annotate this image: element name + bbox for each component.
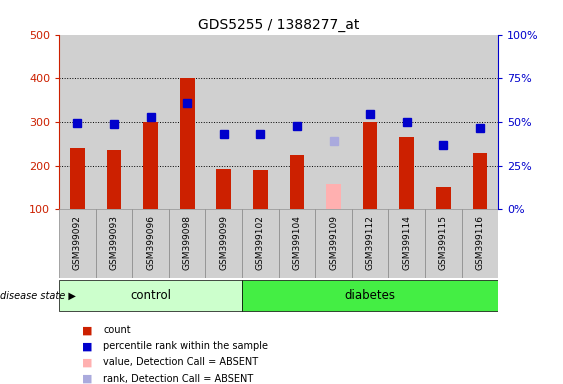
Bar xyxy=(363,122,377,209)
Bar xyxy=(290,155,305,209)
Bar xyxy=(253,170,268,209)
Text: ■: ■ xyxy=(82,358,92,367)
Text: ■: ■ xyxy=(82,325,92,335)
Bar xyxy=(242,35,279,209)
Text: GSM399104: GSM399104 xyxy=(293,215,301,270)
Bar xyxy=(279,35,315,209)
Text: GSM399102: GSM399102 xyxy=(256,215,265,270)
Bar xyxy=(216,169,231,209)
Bar xyxy=(436,187,451,209)
Bar xyxy=(143,122,158,209)
FancyBboxPatch shape xyxy=(242,209,279,278)
FancyBboxPatch shape xyxy=(59,209,96,278)
FancyBboxPatch shape xyxy=(388,209,425,278)
Bar xyxy=(400,137,414,209)
FancyBboxPatch shape xyxy=(242,280,498,311)
FancyBboxPatch shape xyxy=(462,209,498,278)
Text: value, Detection Call = ABSENT: value, Detection Call = ABSENT xyxy=(103,358,258,367)
Text: GSM399099: GSM399099 xyxy=(220,215,228,270)
Text: percentile rank within the sample: percentile rank within the sample xyxy=(103,341,268,351)
Text: diabetes: diabetes xyxy=(345,289,396,302)
Text: count: count xyxy=(103,325,131,335)
FancyBboxPatch shape xyxy=(169,209,205,278)
Bar xyxy=(327,184,341,209)
Bar xyxy=(96,35,132,209)
Bar xyxy=(462,35,498,209)
FancyBboxPatch shape xyxy=(132,209,169,278)
Text: GSM399092: GSM399092 xyxy=(73,215,82,270)
Text: control: control xyxy=(130,289,171,302)
Bar xyxy=(425,35,462,209)
Bar xyxy=(205,35,242,209)
Text: rank, Detection Call = ABSENT: rank, Detection Call = ABSENT xyxy=(103,374,253,384)
Text: ■: ■ xyxy=(82,374,92,384)
Bar xyxy=(352,35,388,209)
Text: GSM399109: GSM399109 xyxy=(329,215,338,270)
Text: GSM399115: GSM399115 xyxy=(439,215,448,270)
Bar xyxy=(132,35,169,209)
Text: GSM399114: GSM399114 xyxy=(403,215,411,270)
Bar xyxy=(59,35,96,209)
FancyBboxPatch shape xyxy=(352,209,388,278)
FancyBboxPatch shape xyxy=(315,209,352,278)
Bar xyxy=(388,35,425,209)
Bar xyxy=(180,78,195,209)
Bar xyxy=(169,35,205,209)
FancyBboxPatch shape xyxy=(425,209,462,278)
Text: disease state ▶: disease state ▶ xyxy=(0,291,76,301)
Bar xyxy=(473,153,488,209)
Text: GSM399116: GSM399116 xyxy=(476,215,484,270)
FancyBboxPatch shape xyxy=(205,209,242,278)
Text: ■: ■ xyxy=(82,341,92,351)
FancyBboxPatch shape xyxy=(59,280,242,311)
Text: GSM399098: GSM399098 xyxy=(183,215,191,270)
Text: GSM399096: GSM399096 xyxy=(146,215,155,270)
FancyBboxPatch shape xyxy=(96,209,132,278)
Title: GDS5255 / 1388277_at: GDS5255 / 1388277_at xyxy=(198,18,359,32)
Text: GSM399093: GSM399093 xyxy=(110,215,118,270)
Bar xyxy=(315,35,352,209)
Bar xyxy=(107,150,121,209)
Bar xyxy=(70,148,84,209)
FancyBboxPatch shape xyxy=(279,209,315,278)
Text: GSM399112: GSM399112 xyxy=(366,215,374,270)
